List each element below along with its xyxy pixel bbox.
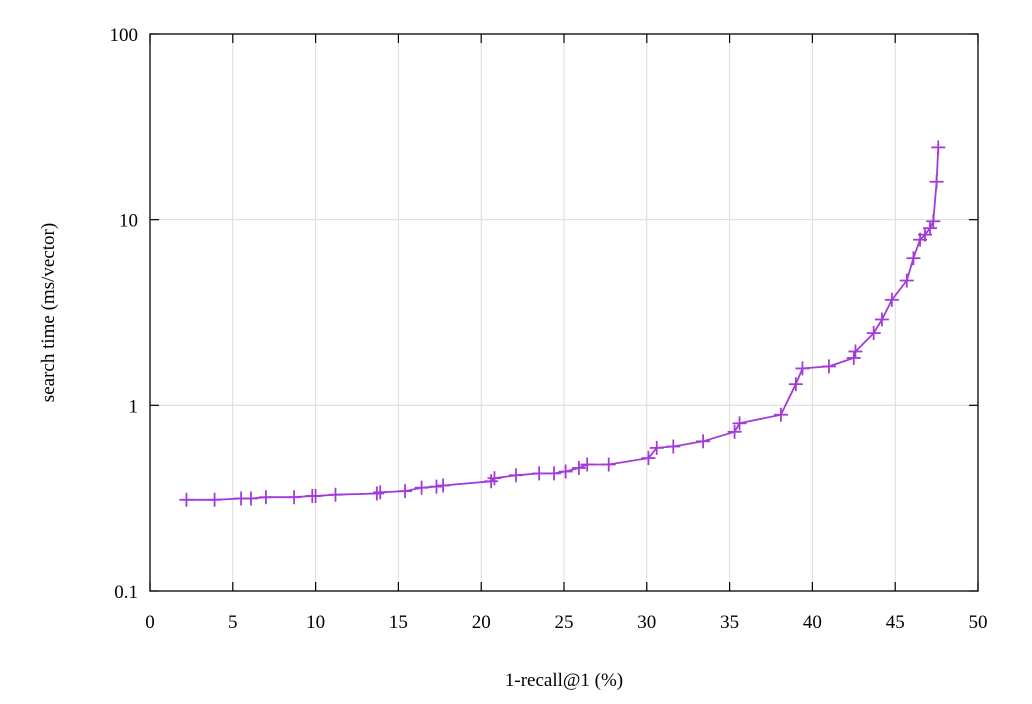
data-point [732, 416, 747, 431]
x-tick-label: 50 [969, 612, 988, 633]
data-point [328, 487, 343, 502]
y-axis-label: search time (ms/vector) [38, 223, 59, 402]
x-tick-label: 25 [555, 612, 574, 633]
data-point [398, 484, 413, 499]
y-tick-label: 0.1 [114, 582, 138, 603]
data-point [207, 492, 222, 507]
data-point [727, 424, 742, 439]
x-tick-label: 0 [145, 612, 155, 633]
data-point [848, 344, 863, 359]
data-point [866, 326, 881, 341]
x-tick-label: 10 [306, 612, 325, 633]
data-point [179, 492, 194, 507]
data-point [931, 140, 946, 155]
data-point [436, 478, 451, 493]
data-point [696, 434, 711, 449]
data-point [926, 214, 941, 229]
y-tick-label: 100 [110, 25, 139, 46]
data-point [666, 439, 681, 454]
data-point [874, 312, 889, 327]
data-point [244, 491, 259, 506]
x-tick-label: 30 [637, 612, 656, 633]
data-point [558, 464, 573, 479]
x-tick-labels: 0 5 10 15 20 25 30 35 40 45 50 [145, 612, 987, 633]
data-point [369, 486, 384, 501]
data-point [414, 480, 429, 495]
data-point [429, 479, 444, 494]
x-tick-label: 35 [720, 612, 739, 633]
data-point [795, 361, 810, 376]
series-line [186, 147, 940, 501]
data-point [899, 273, 914, 288]
data-point [571, 460, 586, 475]
data-point [532, 466, 547, 481]
data-point [547, 466, 562, 481]
data-point [373, 485, 388, 500]
data-point [906, 251, 921, 266]
y-tick-label: 1 [129, 396, 139, 417]
data-point [641, 451, 656, 466]
x-tick-label: 40 [803, 612, 822, 633]
data-point [884, 292, 899, 307]
data-point [508, 468, 523, 483]
data-point [821, 359, 836, 374]
data-point [308, 488, 323, 503]
data-point [601, 457, 616, 472]
series-group [179, 140, 946, 507]
data-point [487, 471, 502, 486]
data-point [580, 457, 595, 472]
data-point [649, 440, 664, 455]
y-tick-label: 10 [119, 211, 138, 232]
y-tick-labels: 0.1 1 10 100 [110, 25, 139, 603]
x-axis-label: 1-recall@1 (%) [505, 670, 623, 691]
x-tick-label: 5 [228, 612, 238, 633]
data-point [258, 490, 273, 505]
x-tick-label: 45 [886, 612, 905, 633]
x-tick-label: 15 [389, 612, 408, 633]
data-point [929, 174, 944, 189]
data-point [922, 221, 937, 236]
axis-ticks [149, 33, 979, 592]
grid [150, 34, 978, 591]
data-point [773, 407, 788, 422]
data-point [287, 490, 302, 505]
x-tick-label: 20 [472, 612, 491, 633]
data-point [788, 377, 803, 392]
data-point [846, 350, 861, 365]
data-point [484, 474, 499, 489]
